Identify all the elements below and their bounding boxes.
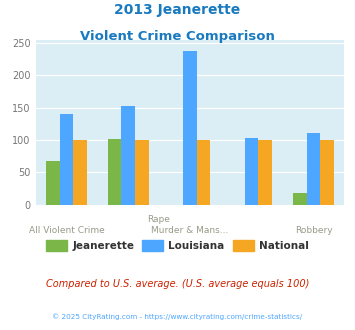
Text: 2013 Jeanerette: 2013 Jeanerette [114,3,241,17]
Bar [60,114,73,205]
Bar [258,140,272,205]
Bar [183,50,197,205]
Bar [135,140,148,205]
Bar [73,140,87,205]
Bar [108,139,121,205]
Bar [121,106,135,205]
Text: Compared to U.S. average. (U.S. average equals 100): Compared to U.S. average. (U.S. average … [46,279,309,289]
Text: © 2025 CityRating.com - https://www.cityrating.com/crime-statistics/: © 2025 CityRating.com - https://www.city… [53,314,302,320]
Bar [293,193,307,205]
Legend: Jeanerette, Louisiana, National: Jeanerette, Louisiana, National [42,236,313,255]
Text: Violent Crime Comparison: Violent Crime Comparison [80,30,275,43]
Bar [307,133,320,205]
Bar [46,161,60,205]
Text: Rape: Rape [148,214,170,223]
Text: Robbery: Robbery [295,226,332,235]
Text: All Violent Crime: All Violent Crime [28,226,104,235]
Bar [245,138,258,205]
Bar [197,140,210,205]
Bar [320,140,334,205]
Text: Murder & Mans...: Murder & Mans... [151,226,229,235]
